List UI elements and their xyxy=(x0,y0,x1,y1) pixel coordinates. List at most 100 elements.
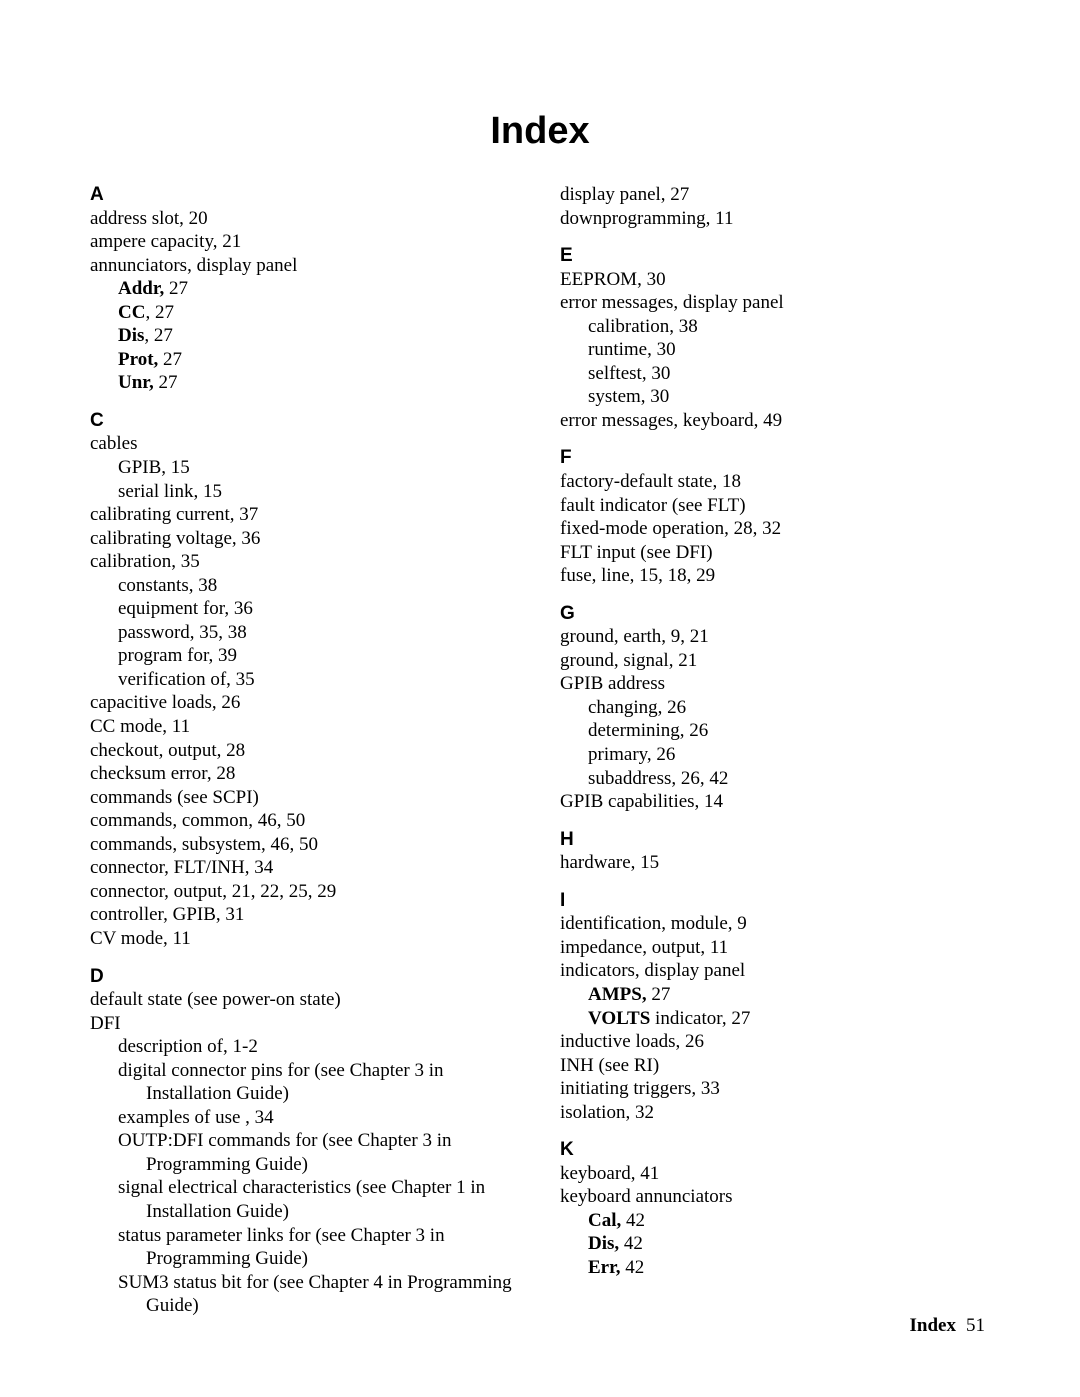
page-title: Index xyxy=(90,110,990,153)
index-entry: calibration, 35 xyxy=(90,550,520,574)
index-entry: determining, 26 xyxy=(560,719,990,743)
index-entry-bold: VOLTS xyxy=(588,1008,650,1029)
index-entry: fixed-mode operation, 28, 32 xyxy=(560,517,990,541)
index-entry: identification, module, 9 xyxy=(560,912,990,936)
index-entry-bold: Err, xyxy=(588,1257,621,1278)
index-entry: capacitive loads, 26 xyxy=(90,691,520,715)
index-left-column: Aaddress slot, 20ampere capacity, 21annu… xyxy=(90,183,520,1318)
index-entry: Dis, 42 xyxy=(560,1232,990,1256)
index-entry-bold: Dis, xyxy=(588,1233,619,1254)
index-entry: indicators, display panel xyxy=(560,959,990,983)
index-entry: system, 30 xyxy=(560,385,990,409)
index-entry: calibrating voltage, 36 xyxy=(90,527,520,551)
index-right-column: display panel, 27downprogramming, 11 EEEP… xyxy=(560,183,990,1318)
index-entry: keyboard, 41 xyxy=(560,1162,990,1186)
index-entry: default state (see power-on state) xyxy=(90,988,520,1012)
index-entry: program for, 39 xyxy=(90,644,520,668)
index-letter-heading: A xyxy=(90,183,520,207)
index-entry: downprogramming, 11 xyxy=(560,207,990,231)
index-entry: connector, FLT/INH, 34 xyxy=(90,856,520,880)
index-letter-heading: H xyxy=(560,828,990,852)
index-entry: VOLTS indicator, 27 xyxy=(560,1007,990,1031)
index-page: Index Aaddress slot, 20ampere capacity, … xyxy=(0,0,1080,1397)
index-entry: impedance, output, 11 xyxy=(560,936,990,960)
index-entry: Cal, 42 xyxy=(560,1209,990,1233)
index-entry: serial link, 15 xyxy=(90,480,520,504)
index-entry-bold: Prot, xyxy=(118,349,158,370)
index-entry: address slot, 20 xyxy=(90,207,520,231)
index-entry: ground, earth, 9, 21 xyxy=(560,625,990,649)
index-entry: Err, 42 xyxy=(560,1256,990,1280)
index-letter-heading: G xyxy=(560,602,990,626)
index-entry: error messages, keyboard, 49 xyxy=(560,409,990,433)
index-entry: display panel, 27 xyxy=(560,183,990,207)
index-entry: Addr, 27 xyxy=(90,277,520,301)
index-entry: checkout, output, 28 xyxy=(90,739,520,763)
index-entry: ampere capacity, 21 xyxy=(90,230,520,254)
index-letter-heading: D xyxy=(90,965,520,989)
index-entry: CV mode, 11 xyxy=(90,927,520,951)
index-entry: INH (see RI) xyxy=(560,1054,990,1078)
index-entry-rest: 42 xyxy=(621,1210,645,1231)
index-entry-rest: 42 xyxy=(621,1257,645,1278)
footer-page-number: 51 xyxy=(966,1315,985,1336)
index-entry: commands (see SCPI) xyxy=(90,786,520,810)
index-entry: cables xyxy=(90,432,520,456)
index-letter-heading: F xyxy=(560,446,990,470)
index-entry: FLT input (see DFI) xyxy=(560,541,990,565)
index-letter-heading: C xyxy=(90,409,520,433)
index-entry: runtime, 30 xyxy=(560,338,990,362)
index-entry-rest: 27 xyxy=(164,278,188,299)
index-entry: selftest, 30 xyxy=(560,362,990,386)
index-letter-heading: K xyxy=(560,1138,990,1162)
index-entry: verification of, 35 xyxy=(90,668,520,692)
index-entry-bold: AMPS, xyxy=(588,984,647,1005)
index-entry: changing, 26 xyxy=(560,696,990,720)
index-entry: fuse, line, 15, 18, 29 xyxy=(560,564,990,588)
index-columns: Aaddress slot, 20ampere capacity, 21annu… xyxy=(90,183,990,1318)
index-entry: initiating triggers, 33 xyxy=(560,1077,990,1101)
index-entry: fault indicator (see FLT) xyxy=(560,494,990,518)
index-entry: signal electrical characteristics (see C… xyxy=(90,1176,520,1223)
index-entry: calibrating current, 37 xyxy=(90,503,520,527)
index-entry-bold: Cal, xyxy=(588,1210,621,1231)
index-entry-bold: Addr, xyxy=(118,278,164,299)
index-entry-rest: 42 xyxy=(619,1233,643,1254)
index-entry: CC, 27 xyxy=(90,301,520,325)
index-entry: examples of use , 34 xyxy=(90,1106,520,1130)
index-entry: GPIB address xyxy=(560,672,990,696)
index-entry: SUM3 status bit for (see Chapter 4 in Pr… xyxy=(90,1271,520,1318)
index-entry: controller, GPIB, 31 xyxy=(90,903,520,927)
index-entry-bold: Dis xyxy=(118,325,144,346)
index-entry: description of, 1-2 xyxy=(90,1035,520,1059)
index-entry: Prot, 27 xyxy=(90,348,520,372)
index-entry: calibration, 38 xyxy=(560,315,990,339)
index-entry: ground, signal, 21 xyxy=(560,649,990,673)
index-entry: commands, common, 46, 50 xyxy=(90,809,520,833)
footer-label: Index xyxy=(910,1315,956,1336)
page-footer: Index 51 xyxy=(910,1315,985,1337)
index-entry: DFI xyxy=(90,1012,520,1036)
index-entry: Dis, 27 xyxy=(90,324,520,348)
index-entry: Unr, 27 xyxy=(90,371,520,395)
index-entry-rest: 27 xyxy=(158,349,182,370)
index-entry: equipment for, 36 xyxy=(90,597,520,621)
index-entry: OUTP:DFI commands for (see Chapter 3 in … xyxy=(90,1129,520,1176)
index-entry: connector, output, 21, 22, 25, 29 xyxy=(90,880,520,904)
index-entry-rest: , 27 xyxy=(144,325,173,346)
index-entry: digital connector pins for (see Chapter … xyxy=(90,1059,520,1106)
index-entry: subaddress, 26, 42 xyxy=(560,767,990,791)
index-entry: factory-default state, 18 xyxy=(560,470,990,494)
index-entry-bold: Unr, xyxy=(118,372,154,393)
index-entry: CC mode, 11 xyxy=(90,715,520,739)
index-entry-rest: , 27 xyxy=(145,302,174,323)
index-entry-rest: indicator, 27 xyxy=(650,1008,750,1029)
index-letter-heading: E xyxy=(560,244,990,268)
index-entry: error messages, display panel xyxy=(560,291,990,315)
index-entry: EEPROM, 30 xyxy=(560,268,990,292)
index-entry-bold: CC xyxy=(118,302,145,323)
index-entry: commands, subsystem, 46, 50 xyxy=(90,833,520,857)
index-entry: primary, 26 xyxy=(560,743,990,767)
index-entry: password, 35, 38 xyxy=(90,621,520,645)
index-entry: GPIB, 15 xyxy=(90,456,520,480)
